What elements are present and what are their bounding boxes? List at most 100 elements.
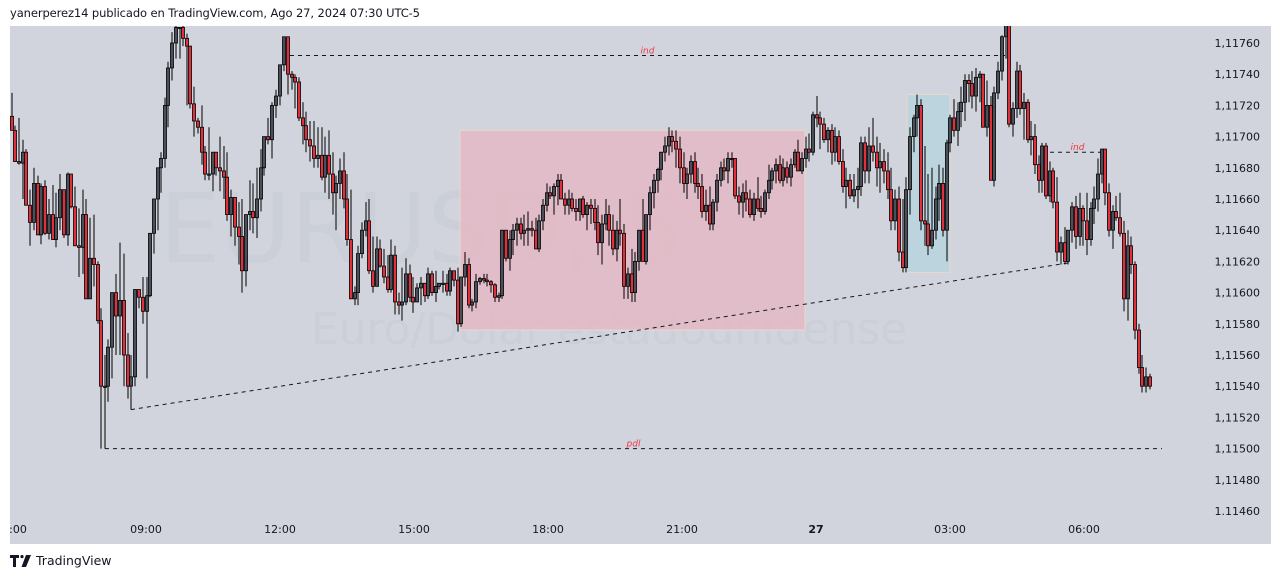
candle bbox=[459, 276, 463, 327]
candle bbox=[137, 289, 141, 309]
candle bbox=[1085, 192, 1089, 256]
candle bbox=[47, 199, 51, 240]
price-axis[interactable]: 1,11760 1,11740 1,11720 1,11700 1,11680 1,116… bbox=[1215, 37, 1261, 518]
candle bbox=[992, 86, 996, 187]
candle bbox=[229, 189, 233, 237]
candle bbox=[748, 189, 752, 218]
trendline[interactable] bbox=[130, 262, 1069, 411]
candle bbox=[526, 211, 530, 246]
candle bbox=[1044, 142, 1048, 199]
candle bbox=[389, 239, 393, 293]
candle bbox=[863, 136, 867, 184]
footer-brand[interactable]: TradingView bbox=[10, 553, 112, 568]
candle bbox=[286, 36, 290, 95]
candle bbox=[985, 80, 989, 137]
candle bbox=[181, 26, 185, 47]
candle bbox=[515, 217, 519, 246]
candle bbox=[51, 184, 55, 240]
candle bbox=[367, 199, 371, 274]
candle bbox=[1033, 124, 1037, 175]
tradingview-logo-icon bbox=[10, 554, 31, 567]
candle bbox=[345, 174, 349, 246]
ind-label: ind bbox=[1071, 143, 1085, 153]
candle bbox=[1048, 161, 1052, 203]
candle bbox=[278, 64, 282, 106]
candle bbox=[118, 242, 122, 355]
candle bbox=[482, 273, 486, 284]
candle bbox=[897, 186, 901, 262]
candle bbox=[170, 32, 174, 81]
price-tick-label: 1,11480 bbox=[1215, 474, 1261, 487]
candle bbox=[804, 136, 808, 168]
candle bbox=[334, 175, 338, 231]
candle bbox=[1007, 26, 1011, 128]
candle bbox=[737, 186, 741, 215]
candle bbox=[981, 73, 985, 128]
candle bbox=[837, 130, 841, 165]
candle bbox=[1129, 236, 1133, 274]
candle bbox=[923, 145, 927, 246]
candle bbox=[867, 127, 871, 184]
candlestick-chart[interactable]: EURUSD, 5 Euro/Dólar estadounidense indi… bbox=[10, 26, 1271, 544]
candle bbox=[893, 189, 897, 231]
candle bbox=[530, 220, 534, 237]
candle bbox=[830, 124, 834, 165]
candle bbox=[1051, 167, 1055, 209]
candle bbox=[952, 99, 956, 137]
candle bbox=[92, 214, 96, 287]
candle bbox=[10, 92, 14, 131]
candle bbox=[13, 125, 17, 162]
price-tick-label: 1,11620 bbox=[1215, 255, 1261, 268]
candle bbox=[110, 292, 114, 379]
time-tick-label: 27 bbox=[808, 523, 823, 536]
time-axis[interactable]: :00 09:00 12:00 15:00 18:00 21:00 27 03:00 06:00 bbox=[10, 523, 1100, 536]
candle bbox=[652, 174, 656, 209]
candle bbox=[678, 136, 682, 184]
candle bbox=[1074, 195, 1078, 249]
candle bbox=[570, 192, 574, 212]
candle bbox=[353, 286, 357, 306]
candle bbox=[73, 186, 77, 247]
candle bbox=[159, 152, 163, 193]
candle bbox=[214, 151, 218, 176]
candle bbox=[882, 149, 886, 184]
chart-area[interactable]: EURUSD, 5 Euro/Dólar estadounidense indi… bbox=[10, 26, 1271, 544]
candle bbox=[185, 33, 189, 106]
candle bbox=[437, 282, 441, 290]
candle bbox=[685, 167, 689, 199]
candle bbox=[1133, 261, 1137, 340]
candle bbox=[408, 264, 412, 302]
candle bbox=[411, 277, 415, 313]
candle bbox=[145, 277, 149, 379]
candle bbox=[426, 267, 430, 299]
candle bbox=[163, 97, 167, 168]
candle bbox=[327, 130, 331, 199]
candle bbox=[904, 177, 908, 273]
candle bbox=[833, 127, 837, 162]
candle bbox=[541, 199, 545, 231]
candle bbox=[21, 139, 25, 199]
drawing-lines[interactable]: ind ind pdl bbox=[105, 46, 1162, 450]
candle bbox=[618, 199, 622, 246]
ind-label: ind bbox=[641, 46, 655, 56]
candle bbox=[511, 223, 515, 256]
candle bbox=[203, 145, 207, 181]
candle bbox=[500, 229, 504, 299]
footer-brand-text: TradingView bbox=[36, 553, 112, 568]
candle bbox=[141, 277, 145, 324]
candle bbox=[722, 158, 726, 181]
candle bbox=[937, 164, 941, 221]
candles bbox=[10, 26, 1152, 449]
candle bbox=[1118, 192, 1122, 237]
candle bbox=[796, 139, 800, 172]
candle bbox=[282, 36, 286, 72]
candle bbox=[700, 174, 704, 218]
candle bbox=[99, 308, 103, 449]
candle bbox=[133, 289, 137, 387]
candle bbox=[770, 167, 774, 190]
candle bbox=[218, 136, 222, 192]
candle bbox=[470, 298, 474, 312]
candle bbox=[32, 167, 36, 231]
price-tick-label: 1,11660 bbox=[1215, 193, 1261, 206]
candle bbox=[378, 239, 382, 268]
